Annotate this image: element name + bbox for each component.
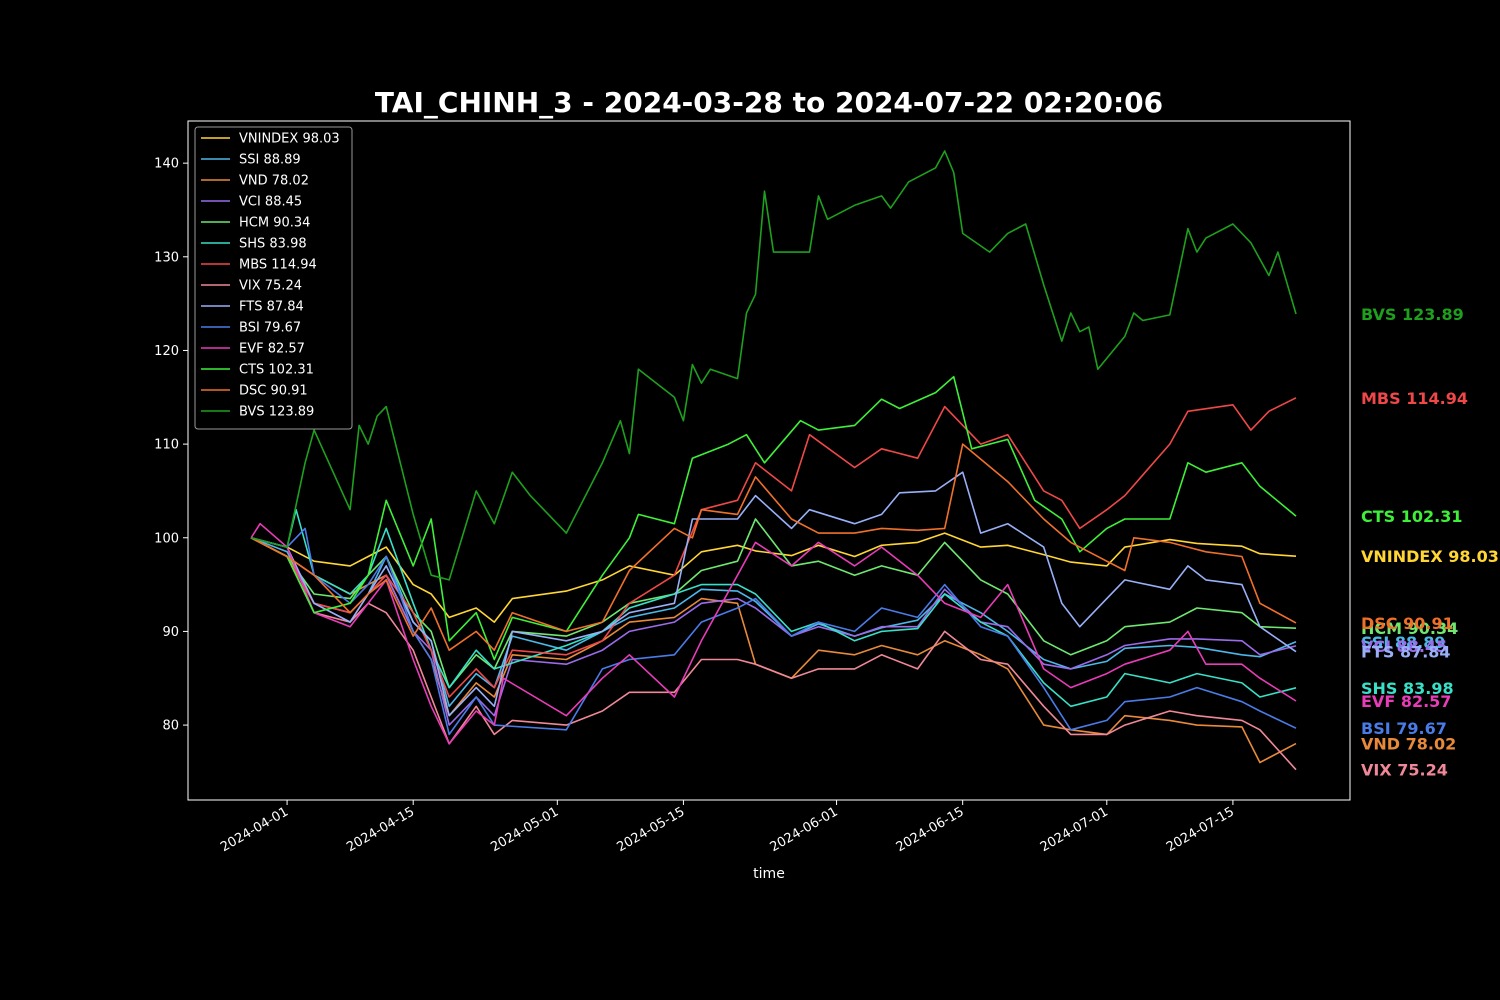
legend: VNINDEX 98.03 SSI 88.89 VND 78.02 VCI 88.45… (194, 126, 353, 430)
end-label-bvs: BVS 123.89 (1361, 305, 1464, 324)
legend-entry-vnindex: VNINDEX 98.03 (239, 132, 340, 147)
series-line-dsc (250, 443, 1297, 651)
end-label-vix: VIX 75.24 (1361, 761, 1448, 780)
legend-entry-bvs: BVS 123.89 (239, 405, 314, 420)
legend-entry-hcm: HCM 90.34 (239, 216, 310, 231)
plot-frame (187, 120, 1351, 801)
legend-entry-vix: VIX 75.24 (239, 279, 302, 294)
legend-box (194, 126, 353, 430)
legend-entry-vnd: VND 78.02 (239, 174, 309, 189)
end-label-evf: EVF 82.57 (1361, 692, 1451, 711)
series-layer (250, 150, 1297, 771)
series-line-mbs (250, 397, 1297, 698)
end-label-dsc: DSC 90.91 (1361, 614, 1454, 633)
end-label-shs: SHS 83.98 (1361, 679, 1454, 698)
series-line-bvs (250, 150, 1297, 581)
end-label-hcm: HCM 90.34 (1361, 619, 1458, 638)
legend-entry-bsi: BSI 79.67 (239, 321, 301, 336)
series-line-hcm (250, 518, 1297, 689)
legend-entry-fts: FTS 87.84 (239, 300, 304, 315)
end-label-vnindex: VNINDEX 98.03 (1361, 547, 1499, 566)
series-line-bsi (250, 527, 1297, 736)
legend-entry-ssi: SSI 88.89 (239, 153, 301, 168)
end-label-vnd: VND 78.02 (1361, 735, 1456, 754)
legend-entry-dsc: DSC 90.91 (239, 384, 308, 399)
legend-entry-cts: CTS 102.31 (239, 363, 314, 378)
legend-entry-vci: VCI 88.45 (239, 195, 302, 210)
y-tick-label: 130 (154, 250, 179, 265)
end-label-bsi: BSI 79.67 (1361, 719, 1447, 738)
end-labels: VNINDEX 98.03 SSI 88.89 VND 78.02 VCI 88.45… (1361, 305, 1499, 780)
y-tick-label: 90 (162, 625, 179, 640)
series-line-evf (250, 522, 1297, 745)
end-label-ssi: SSI 88.89 (1361, 633, 1445, 652)
y-tick-label: 120 (154, 344, 179, 359)
end-label-cts: CTS 102.31 (1361, 507, 1463, 526)
y-tick-label: 80 (162, 719, 179, 734)
legend-entry-evf: EVF 82.57 (239, 342, 305, 357)
y-tick-label: 100 (154, 531, 179, 546)
y-tick-label: 140 (154, 157, 179, 172)
legend-entry-mbs: MBS 114.94 (239, 258, 317, 273)
end-label-fts: FTS 87.84 (1361, 643, 1451, 662)
chart-title: TAI_CHINH_3 - 2024-03-28 to 2024-07-22 0… (375, 86, 1163, 119)
x-axis-label: time (753, 866, 785, 882)
end-label-mbs: MBS 114.94 (1361, 389, 1468, 408)
series-line-cts (250, 375, 1297, 661)
y-axis: 80 90 100 110 120 130 140 (154, 157, 188, 734)
end-label-vci: VCI 88.45 (1361, 637, 1447, 656)
series-line-fts (250, 471, 1297, 717)
y-tick-label: 110 (154, 438, 179, 453)
series-line-shs (250, 508, 1297, 708)
legend-entry-shs: SHS 83.98 (239, 237, 307, 252)
